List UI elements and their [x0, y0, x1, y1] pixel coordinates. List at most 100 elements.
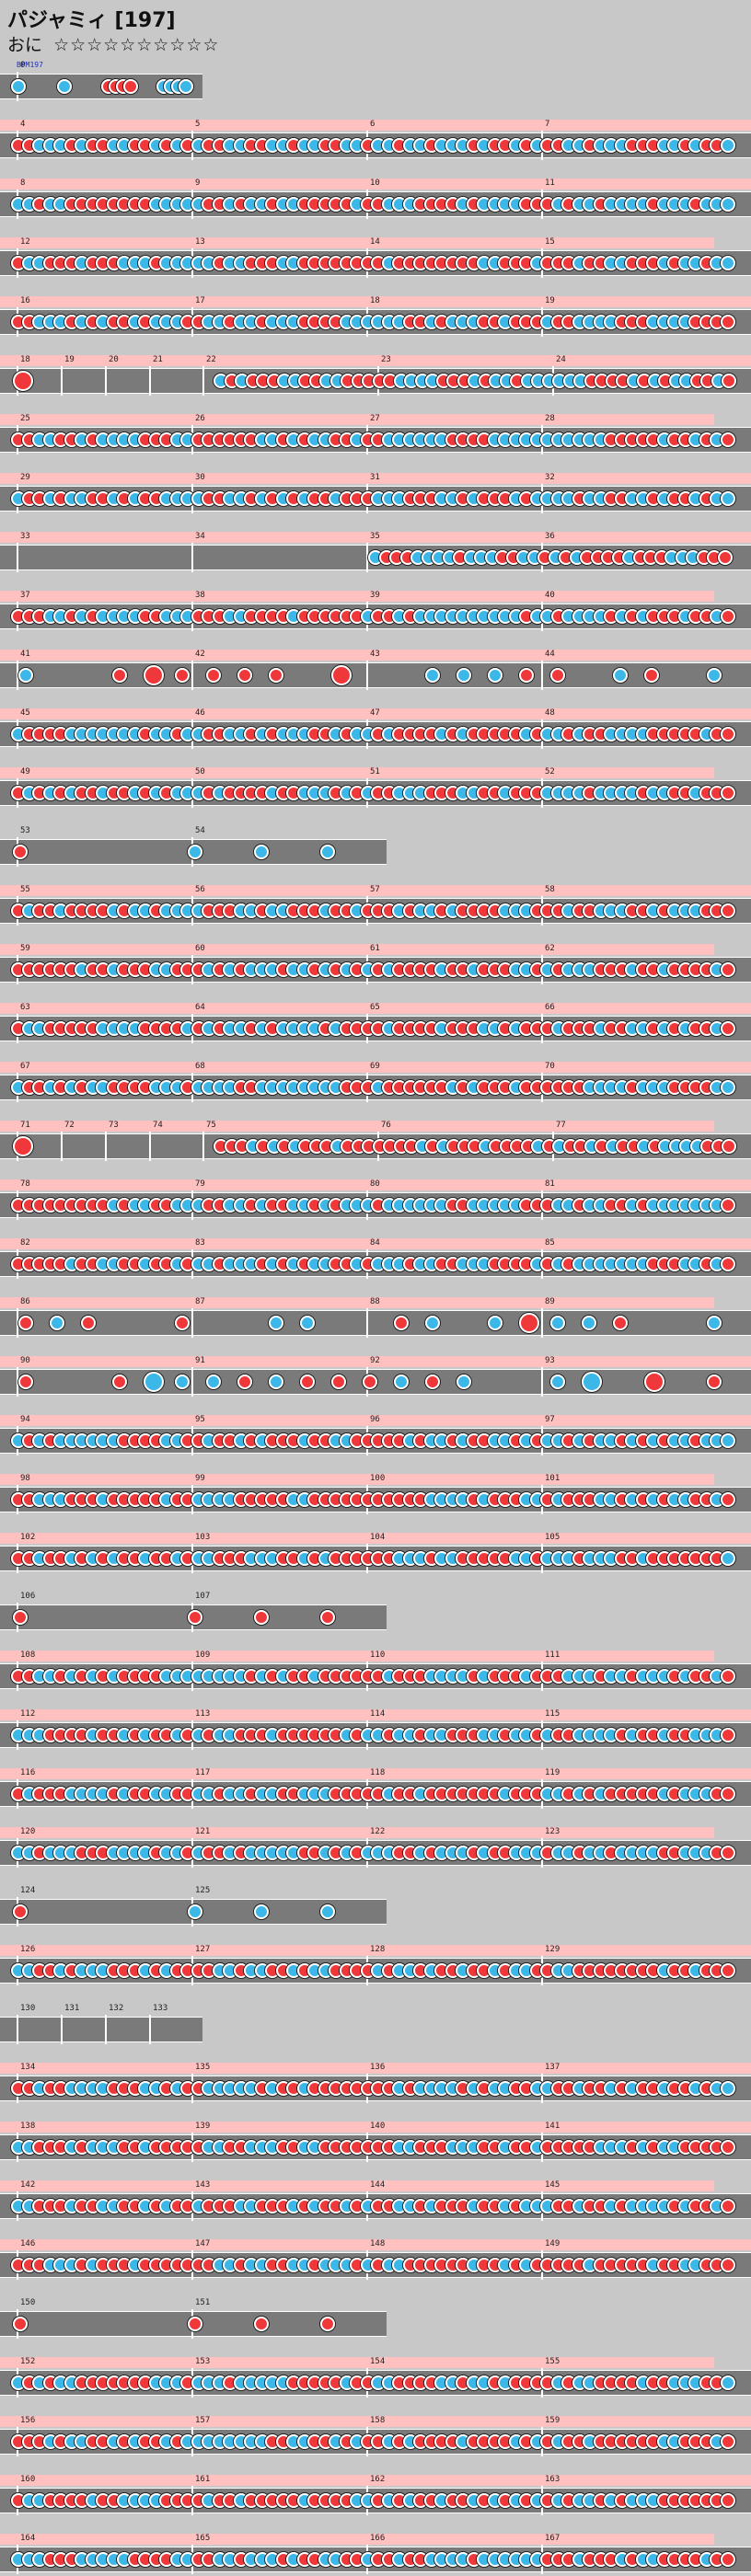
lane-bottom [0, 628, 751, 629]
don-note [112, 1374, 127, 1389]
barline [105, 366, 107, 396]
scroll-highlight [0, 1650, 714, 1662]
don-note [720, 1787, 735, 1801]
measure-number: 132 [109, 2004, 124, 2013]
measure-number: 163 [545, 2475, 560, 2484]
don-note [720, 786, 735, 800]
lane-top [0, 545, 751, 546]
don-note [720, 315, 735, 329]
chart-row: 12 13 14 15 [0, 236, 751, 278]
don-note [717, 550, 733, 565]
measure-number: 81 [545, 1179, 555, 1189]
measure-number: 76 [381, 1121, 391, 1130]
don-note [644, 1372, 664, 1392]
measure-number: 27 [370, 414, 380, 423]
lane-bottom [0, 275, 751, 276]
measure-number: 134 [20, 2063, 36, 2072]
chart-row: 126 127 128 129 [0, 1943, 751, 1985]
chart-row: 4 5 6 7 [0, 118, 751, 160]
measure-number: 148 [370, 2239, 386, 2248]
chart-row: 16 17 18 19 [0, 294, 751, 337]
chart-row: 150 151 [0, 2296, 751, 2339]
barline [191, 543, 193, 572]
measure-number: 25 [20, 414, 30, 423]
lane-top [0, 1604, 387, 1605]
measure-number: 0 [20, 61, 26, 70]
lane-bottom [0, 1983, 751, 1984]
don-note [363, 1374, 377, 1389]
ka-note [582, 1316, 596, 1330]
measure-number: 65 [370, 1003, 380, 1012]
difficulty: おに ☆☆☆☆☆☆☆☆☆☆ [7, 31, 219, 56]
don-note [722, 1139, 736, 1154]
ka-note [707, 668, 722, 683]
don-note [112, 668, 127, 683]
don-note [720, 2493, 735, 2508]
scroll-highlight [0, 1474, 714, 1485]
measure-number: 126 [20, 1945, 36, 1954]
measure-number: 45 [20, 708, 30, 718]
ka-note [550, 1316, 565, 1330]
barline [61, 1132, 63, 1161]
don-note [188, 2317, 202, 2331]
measure-number: 97 [545, 1415, 555, 1424]
don-note [425, 1374, 440, 1389]
chart-row: 90 91 92 93 [0, 1354, 751, 1397]
measure-number: 47 [370, 708, 380, 718]
don-note [320, 1610, 335, 1625]
measure-number: 121 [195, 1827, 211, 1836]
chart-row: 18 19 20 21 22 23 24 [0, 353, 751, 396]
lane-top [0, 1663, 751, 1664]
ka-note [425, 668, 440, 683]
don-note [519, 668, 534, 683]
measure-number: 61 [370, 944, 380, 953]
measure-number: 72 [64, 1121, 75, 1130]
lane-bottom [0, 511, 751, 512]
barline [366, 1308, 368, 1338]
barline [105, 1132, 107, 1161]
measure-number: 22 [206, 355, 216, 364]
lane-top [0, 898, 751, 899]
measure-number: 105 [545, 1533, 560, 1542]
measure-number: 89 [545, 1297, 555, 1306]
measure-number: 9 [195, 178, 201, 188]
lane-bottom [0, 1158, 751, 1159]
don-note [720, 1728, 735, 1742]
lane-bottom [0, 982, 751, 983]
don-note [13, 845, 28, 859]
measure-number: 12 [20, 237, 30, 247]
measure-number: 147 [195, 2239, 211, 2248]
measure-number: 46 [195, 708, 205, 718]
measure-number: 20 [109, 355, 119, 364]
measure-number: 129 [545, 1945, 560, 1954]
chart-row: 59 60 61 62 [0, 942, 751, 984]
measure-number: 36 [545, 532, 555, 541]
don-note [720, 1669, 735, 1684]
chart-row: 142 143 144 145 [0, 2179, 751, 2221]
measure-number: 118 [370, 1768, 386, 1777]
measure-number: 128 [370, 1945, 386, 1954]
measure-number: 149 [545, 2239, 560, 2248]
chart-row: 98 99 100 101 [0, 1472, 751, 1514]
don-note [720, 609, 735, 624]
measure-number: 10 [370, 178, 380, 188]
chart-row: 86 87 88 89 [0, 1295, 751, 1338]
measure-number: 70 [545, 1062, 555, 1071]
measure-number: 137 [545, 2063, 560, 2072]
measure-number: 158 [370, 2416, 386, 2425]
measure-number: 142 [20, 2180, 36, 2190]
measure-number: 165 [195, 2534, 211, 2543]
measure-number: 157 [195, 2416, 211, 2425]
measure-number: 23 [381, 355, 391, 364]
lane-bottom [0, 1924, 387, 1925]
measure-number: 100 [370, 1474, 386, 1483]
measure-number: 49 [20, 767, 30, 776]
don-note [123, 79, 138, 94]
chart-row: 124 125 [0, 1884, 751, 1926]
lane-top [0, 1310, 751, 1311]
ka-note [269, 1374, 283, 1389]
lane-top [0, 2370, 751, 2371]
measure-number: 141 [545, 2122, 560, 2131]
lane-bottom [0, 805, 751, 806]
chart-row: 25 26 27 28 [0, 412, 751, 454]
